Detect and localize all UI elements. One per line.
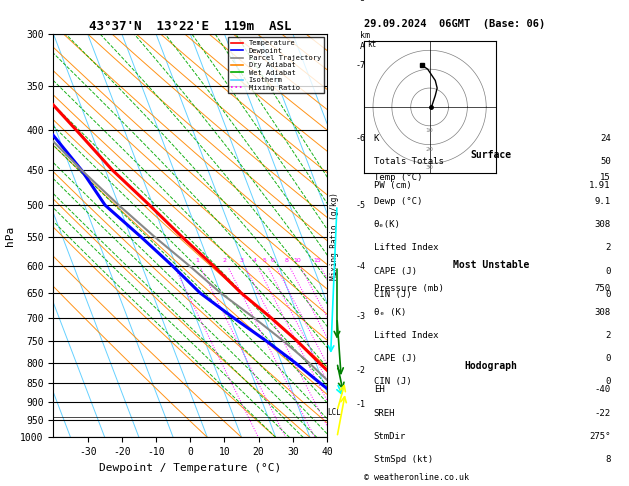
Text: 308: 308 xyxy=(594,308,611,316)
Text: -1: -1 xyxy=(355,400,365,409)
Y-axis label: hPa: hPa xyxy=(4,226,14,246)
Text: 0: 0 xyxy=(605,290,611,299)
Text: EH: EH xyxy=(374,385,384,394)
Text: Dewp (°C): Dewp (°C) xyxy=(374,197,422,206)
Text: 2: 2 xyxy=(605,243,611,252)
Text: -5: -5 xyxy=(355,201,365,209)
Text: Most Unstable: Most Unstable xyxy=(453,260,529,270)
Text: 0: 0 xyxy=(605,354,611,363)
Text: kt: kt xyxy=(367,39,377,49)
Text: © weatheronline.co.uk: © weatheronline.co.uk xyxy=(364,473,469,482)
Text: 3: 3 xyxy=(240,258,244,263)
Text: 5: 5 xyxy=(263,258,267,263)
Text: StmDir: StmDir xyxy=(374,432,406,441)
Text: 2: 2 xyxy=(605,331,611,340)
Text: -2: -2 xyxy=(355,366,365,375)
Text: CAPE (J): CAPE (J) xyxy=(374,354,417,363)
Text: Totals Totals: Totals Totals xyxy=(374,157,443,166)
Text: 275°: 275° xyxy=(589,432,611,441)
Text: K: K xyxy=(374,134,379,143)
Text: LCL: LCL xyxy=(327,408,341,417)
Text: SREH: SREH xyxy=(374,409,395,417)
Text: 10: 10 xyxy=(293,258,301,263)
Text: 308: 308 xyxy=(594,220,611,229)
Text: 8: 8 xyxy=(284,258,288,263)
Text: -4: -4 xyxy=(355,262,365,271)
Text: km
ASL: km ASL xyxy=(360,32,375,51)
Text: Mixing Ratio (g/kg): Mixing Ratio (g/kg) xyxy=(330,192,338,279)
Text: 20: 20 xyxy=(426,147,433,152)
Text: 0: 0 xyxy=(605,267,611,276)
Text: 29.09.2024  06GMT  (Base: 06): 29.09.2024 06GMT (Base: 06) xyxy=(364,19,545,30)
Title: 43°37'N  13°22'E  119m  ASL: 43°37'N 13°22'E 119m ASL xyxy=(89,20,291,33)
Text: PW (cm): PW (cm) xyxy=(374,181,411,190)
Text: -22: -22 xyxy=(594,409,611,417)
Text: CAPE (J): CAPE (J) xyxy=(374,267,417,276)
Text: -8: -8 xyxy=(355,0,365,3)
Text: -40: -40 xyxy=(594,385,611,394)
Text: θₑ (K): θₑ (K) xyxy=(374,308,406,316)
Text: 1.91: 1.91 xyxy=(589,181,611,190)
Text: StmSpd (kt): StmSpd (kt) xyxy=(374,455,433,464)
Text: 9.1: 9.1 xyxy=(594,197,611,206)
Text: 4: 4 xyxy=(253,258,257,263)
Text: 2: 2 xyxy=(223,258,227,263)
Text: Lifted Index: Lifted Index xyxy=(374,331,438,340)
Text: 750: 750 xyxy=(594,284,611,293)
Text: θₑ(K): θₑ(K) xyxy=(374,220,401,229)
Text: CIN (J): CIN (J) xyxy=(374,290,411,299)
Text: Surface: Surface xyxy=(470,150,511,159)
Text: 50: 50 xyxy=(600,157,611,166)
Text: Hodograph: Hodograph xyxy=(464,362,518,371)
Text: -3: -3 xyxy=(355,312,365,321)
Text: -6: -6 xyxy=(355,134,365,143)
Text: CIN (J): CIN (J) xyxy=(374,378,411,386)
Text: Lifted Index: Lifted Index xyxy=(374,243,438,252)
Text: Pressure (mb): Pressure (mb) xyxy=(374,284,443,293)
Text: 15: 15 xyxy=(313,258,321,263)
Text: 1: 1 xyxy=(195,258,199,263)
Text: -7: -7 xyxy=(355,61,365,70)
X-axis label: Dewpoint / Temperature (°C): Dewpoint / Temperature (°C) xyxy=(99,463,281,473)
Legend: Temperature, Dewpoint, Parcel Trajectory, Dry Adiabat, Wet Adiabat, Isotherm, Mi: Temperature, Dewpoint, Parcel Trajectory… xyxy=(228,37,323,93)
Text: Temp (°C): Temp (°C) xyxy=(374,174,422,182)
Text: 24: 24 xyxy=(600,134,611,143)
Text: 10: 10 xyxy=(426,128,433,133)
Text: 30: 30 xyxy=(426,165,433,171)
Text: 15: 15 xyxy=(600,174,611,182)
Text: 0: 0 xyxy=(605,378,611,386)
Text: 6: 6 xyxy=(271,258,275,263)
Text: 8: 8 xyxy=(605,455,611,464)
